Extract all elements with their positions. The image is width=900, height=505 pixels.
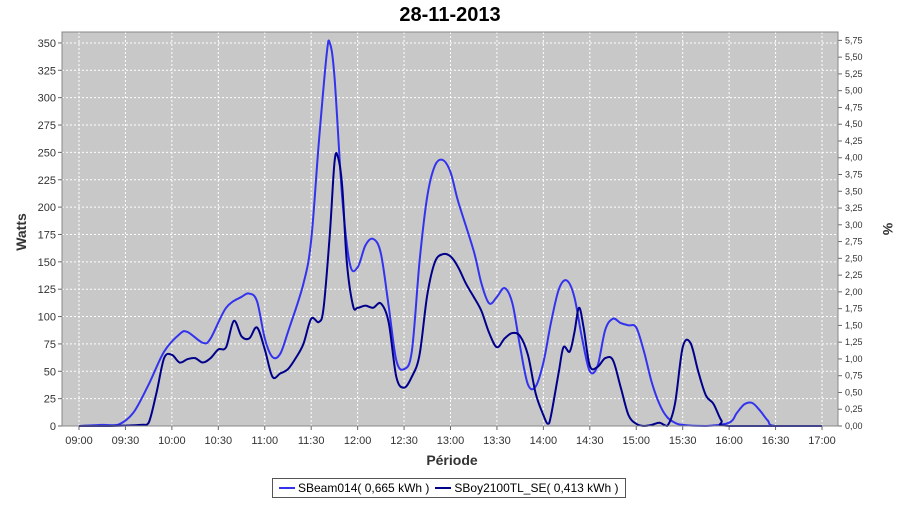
y2-tick-label: 1,00 — [845, 354, 863, 364]
y-tick-label: 250 — [38, 147, 56, 159]
y2-tick-label: 0,25 — [845, 404, 863, 414]
x-tick-label: 12:00 — [344, 435, 372, 447]
series-line-sboy2100tl — [79, 152, 822, 428]
y2-tick-label: 4,50 — [845, 119, 863, 129]
y2-tick-label: 3,00 — [845, 220, 863, 230]
x-tick-label: 09:30 — [112, 435, 140, 447]
x-tick-label: 14:30 — [576, 435, 604, 447]
y2-tick-label: 2,25 — [845, 270, 863, 280]
y-axis-label: Watts — [13, 213, 29, 251]
y2-tick-label: 4,00 — [845, 153, 863, 163]
x-tick-label: 16:00 — [715, 435, 743, 447]
y2-tick-label: 5,25 — [845, 69, 863, 79]
y2-tick-label: 1,75 — [845, 304, 863, 314]
y-tick-label: 150 — [38, 257, 56, 269]
y-tick-label: 50 — [44, 366, 56, 378]
y2-tick-label: 1,50 — [845, 320, 863, 330]
x-tick-label: 12:30 — [390, 435, 418, 447]
y-tick-label: 225 — [38, 175, 56, 187]
legend: SBeam014( 0,665 kWh ) SBoy2100TL_SE( 0,4… — [272, 478, 626, 498]
x-tick-label: 13:30 — [483, 435, 511, 447]
y2-tick-label: 0,00 — [845, 421, 863, 431]
y-tick-label: 0 — [50, 421, 56, 433]
legend-swatch-sboy2100tl — [435, 487, 452, 489]
y2-tick-label: 5,00 — [845, 86, 863, 96]
y-tick-label: 100 — [38, 312, 56, 324]
y-tick-label: 75 — [44, 339, 56, 351]
y2-tick-label: 4,75 — [845, 102, 863, 112]
y2-tick-label: 2,75 — [845, 237, 863, 247]
series-line-sbeam014 — [78, 39, 822, 427]
x-tick-label: 10:30 — [205, 435, 233, 447]
y2-tick-label: 3,50 — [845, 186, 863, 196]
x-tick-label: 15:00 — [622, 435, 650, 447]
y2-tick-label: 0,75 — [845, 371, 863, 381]
x-tick-label: 17:00 — [808, 435, 836, 447]
x-tick-label: 15:30 — [669, 435, 697, 447]
y-tick-label: 350 — [38, 38, 56, 50]
legend-label-sbeam014: SBeam014( 0,665 kWh ) — [298, 481, 430, 495]
legend-swatch-sbeam014 — [279, 487, 295, 489]
x-tick-label: 14:00 — [530, 435, 558, 447]
plot-border — [61, 31, 839, 427]
chart-title: 28-11-2013 — [399, 4, 500, 26]
legend-label-sboy2100tl: SBoy2100TL_SE( 0,413 kWh ) — [454, 481, 619, 495]
plot-area: 0 25 50 75 100 125 150 175 200 225 250 275 300 325 350… — [38, 31, 863, 447]
y-tick-label: 275 — [38, 120, 56, 132]
x-tick-label: 16:30 — [762, 435, 790, 447]
y-tick-label: 300 — [38, 93, 56, 105]
y-tick-label: 325 — [38, 65, 56, 77]
y-tick-label: 200 — [38, 202, 56, 214]
x-tick-label: 09:00 — [65, 435, 93, 447]
x-axis-label: Période — [426, 452, 478, 468]
y2-tick-label: 3,25 — [845, 203, 863, 213]
legend-item-sbeam014[interactable]: SBeam014( 0,665 kWh ) — [279, 481, 429, 495]
y-tick-label: 25 — [44, 394, 56, 406]
y2-tick-label: 1,25 — [845, 337, 863, 347]
x-tick-label: 11:30 — [298, 435, 325, 447]
y2-tick-label: 4,25 — [845, 136, 863, 146]
x-tick-label: 10:00 — [158, 435, 186, 447]
x-tick-label: 13:00 — [437, 435, 465, 447]
y2-tick-label: 2,00 — [845, 287, 863, 297]
y2-tick-label: 5,75 — [845, 35, 863, 45]
y-tick-label: 175 — [38, 229, 56, 241]
y2-tick-label: 2,50 — [845, 253, 863, 263]
legend-item-sboy2100tl[interactable]: SBoy2100TL_SE( 0,413 kWh ) — [435, 481, 619, 495]
x-tick-label: 11:00 — [251, 435, 278, 447]
y-tick-label: 125 — [38, 284, 56, 296]
y2-tick-label: 5,50 — [845, 52, 863, 62]
y2-axis-label: % — [880, 223, 896, 236]
y2-tick-label: 0,50 — [845, 387, 863, 397]
y2-tick-label: 3,75 — [845, 170, 863, 180]
